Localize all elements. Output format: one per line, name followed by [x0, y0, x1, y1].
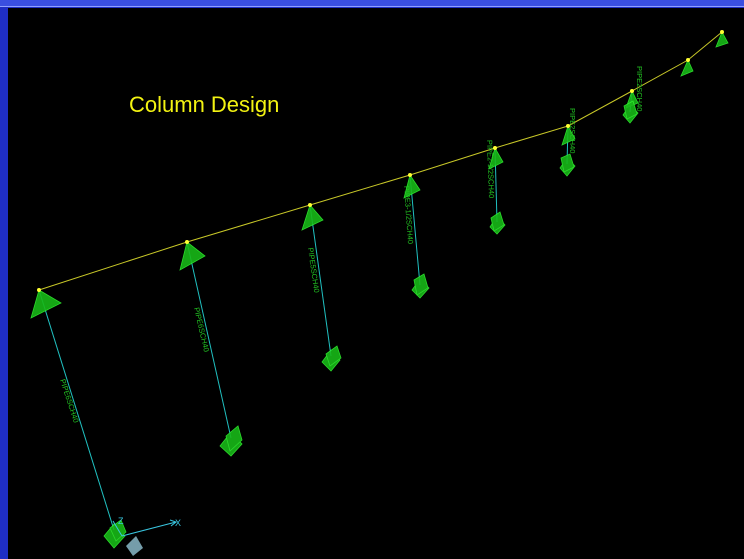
top-support — [680, 59, 694, 77]
base-support — [321, 345, 342, 372]
top-support — [179, 241, 206, 271]
window-title-bar — [0, 0, 744, 7]
model-viewport[interactable]: PIPE6SCH40 PIPE6SCH40 PIPE5SCH40 PIPE3-1… — [8, 8, 744, 559]
column-2[interactable] — [186, 241, 232, 439]
member-section-label: PIPE2SCH40 — [568, 108, 577, 153]
member-section-label: PIPE6SCH40 — [58, 378, 81, 424]
member-section-label: PIPE2-1/2SCH40 — [485, 140, 496, 199]
x-axis-label: X — [175, 518, 181, 528]
top-support — [488, 146, 504, 170]
base-support — [489, 211, 506, 235]
base-support — [219, 425, 243, 457]
column-3[interactable] — [309, 204, 332, 357]
z-axis-label: Z — [118, 516, 124, 526]
axis-triad: X Z — [112, 516, 181, 556]
view-title: Column Design — [129, 92, 280, 117]
girder-line[interactable] — [38, 31, 723, 291]
base-support — [622, 100, 639, 124]
top-support — [715, 31, 729, 48]
column-1[interactable] — [38, 289, 115, 531]
base-support — [411, 273, 430, 299]
top-support — [301, 204, 324, 231]
member-section-label: PIPE5SCH40 — [306, 247, 321, 293]
member-section-label: PIPE2SCH40 — [635, 66, 644, 111]
member-section-label: PIPE6SCH40 — [192, 306, 211, 352]
top-support — [30, 289, 62, 319]
joint-markers — [37, 30, 724, 292]
top-support — [561, 124, 576, 146]
base-support — [559, 153, 576, 177]
base-support — [103, 519, 127, 549]
member-section-label: PIPE3-1/2SCH40 — [402, 186, 415, 245]
model-canvas[interactable]: PIPE6SCH40 PIPE6SCH40 PIPE5SCH40 PIPE3-1… — [8, 8, 744, 559]
top-support — [403, 174, 421, 199]
